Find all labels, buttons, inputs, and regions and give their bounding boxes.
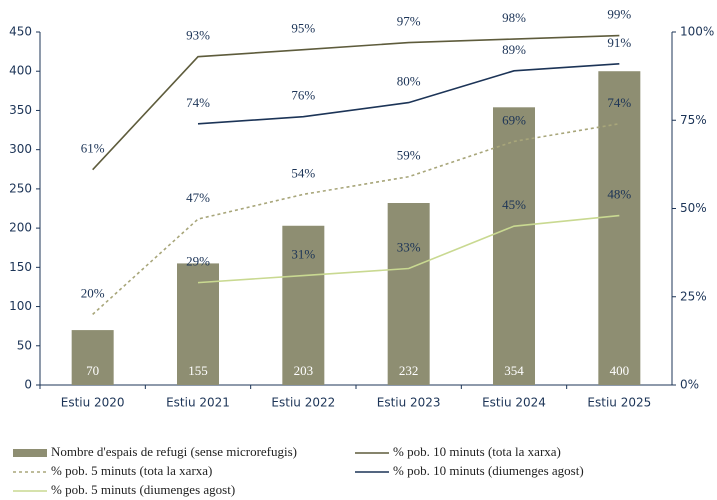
y2-tick-label: 25% xyxy=(680,289,707,303)
bar xyxy=(282,225,325,385)
data-label: 97% xyxy=(397,14,421,29)
x-tick-label: Estiu 2025 xyxy=(587,396,651,410)
data-label: 54% xyxy=(291,165,315,180)
data-label: 76% xyxy=(291,88,315,103)
x-tick-label: Estiu 2024 xyxy=(482,396,546,410)
data-label: 45% xyxy=(502,197,526,212)
legend-label: % pob. 10 minuts (diumenges agost) xyxy=(393,463,584,478)
legend-label: % pob. 5 minuts (tota la xarxa) xyxy=(51,463,212,478)
y2-tick-label: 75% xyxy=(680,113,707,127)
data-label: 74% xyxy=(186,95,210,110)
y2-tick-label: 50% xyxy=(680,201,707,215)
data-label: 98% xyxy=(502,10,526,25)
bar xyxy=(598,71,641,385)
legend-label: Nombre d'espais de refugi (sense microre… xyxy=(51,444,297,459)
data-label: 48% xyxy=(607,187,631,202)
bar-label: 203 xyxy=(294,363,314,378)
data-label: 61% xyxy=(81,141,105,156)
data-label: 29% xyxy=(186,254,210,269)
line xyxy=(92,34,620,171)
legend-swatch xyxy=(13,449,47,457)
bar xyxy=(493,107,535,385)
bar xyxy=(387,203,430,385)
data-label: 93% xyxy=(186,28,210,43)
data-label: 74% xyxy=(607,95,631,110)
data-label: 91% xyxy=(607,35,631,50)
y-tick-label: 0 xyxy=(24,378,32,392)
y-tick-label: 150 xyxy=(9,260,32,274)
y-tick-label: 200 xyxy=(9,221,32,235)
bar xyxy=(71,330,114,385)
x-tick-label: Estiu 2020 xyxy=(61,396,125,410)
data-label: 89% xyxy=(502,42,526,57)
bar xyxy=(177,263,219,385)
y-tick-label: 450 xyxy=(9,25,32,39)
line xyxy=(92,122,620,315)
y-tick-label: 350 xyxy=(9,103,32,117)
line xyxy=(197,62,620,125)
y-tick-label: 50 xyxy=(17,338,32,352)
data-label: 95% xyxy=(291,21,315,36)
x-tick-label: Estiu 2021 xyxy=(166,396,230,410)
bar-label: 155 xyxy=(188,363,208,378)
data-label: 31% xyxy=(291,247,315,262)
bar-label: 354 xyxy=(504,363,524,378)
data-label: 99% xyxy=(607,7,631,22)
data-label: 20% xyxy=(81,285,105,300)
bar-label: 232 xyxy=(399,363,419,378)
x-tick-label: Estiu 2022 xyxy=(271,396,335,410)
legend-label: % pob. 10 minuts (tota la xarxa) xyxy=(393,444,561,459)
y2-tick-label: 0% xyxy=(680,378,699,392)
x-tick-label: Estiu 2023 xyxy=(377,396,441,410)
data-label: 59% xyxy=(397,148,421,163)
data-label: 33% xyxy=(397,239,421,254)
bar-label: 400 xyxy=(610,363,630,378)
y-tick-label: 300 xyxy=(9,142,32,156)
data-label: 69% xyxy=(502,112,526,127)
y2-tick-label: 100% xyxy=(680,25,714,39)
bar-label: 70 xyxy=(86,363,99,378)
line xyxy=(197,214,620,284)
legend-label: % pob. 5 minuts (diumenges agost) xyxy=(51,482,235,497)
y-tick-label: 100 xyxy=(9,299,32,313)
data-label: 80% xyxy=(397,74,421,89)
y-tick-label: 250 xyxy=(9,181,32,195)
data-label: 47% xyxy=(186,190,210,205)
y-tick-label: 400 xyxy=(9,64,32,78)
